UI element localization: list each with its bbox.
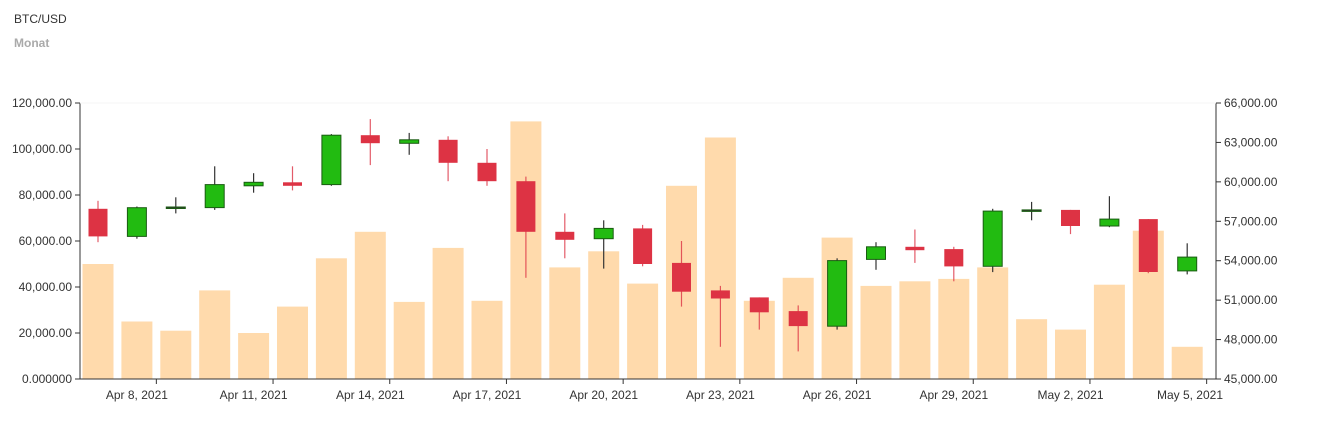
volume-bar — [1016, 319, 1048, 379]
candle-body — [321, 134, 342, 186]
right-tick-label: 45,000.00 — [1224, 372, 1278, 386]
volume-bar — [82, 264, 114, 379]
volume-bar — [860, 285, 892, 379]
right-tick-label: 48,000.00 — [1224, 333, 1278, 347]
volume-bar — [1093, 284, 1125, 379]
candle-body — [1021, 209, 1042, 212]
x-tick-label: Apr 29, 2021 — [919, 388, 988, 402]
volume-bar — [160, 330, 192, 379]
candle-body — [477, 162, 497, 182]
x-tick-label: Apr 23, 2021 — [686, 388, 755, 402]
right-tick-label: 66,000.00 — [1224, 96, 1278, 110]
candle-body — [866, 246, 886, 260]
volume-bar — [199, 290, 231, 379]
x-tick-label: Apr 20, 2021 — [569, 388, 638, 402]
candle-body — [710, 290, 730, 299]
x-tick-label: May 5, 2021 — [1157, 388, 1223, 402]
candle-body — [516, 181, 536, 232]
candle-body — [555, 231, 575, 240]
candle-body — [1177, 256, 1198, 272]
x-tick-label: Apr 8, 2021 — [106, 388, 168, 402]
right-tick-label: 63,000.00 — [1224, 135, 1278, 149]
candle-body — [593, 227, 614, 240]
volume-bar — [549, 267, 581, 379]
candle-body — [982, 210, 1003, 267]
volume-bar — [938, 278, 970, 379]
candle-body — [283, 182, 302, 186]
volume-bar — [393, 301, 425, 379]
candle-body — [243, 181, 264, 187]
candle-body — [204, 184, 225, 209]
left-tick-label: 100,000.00 — [12, 142, 72, 156]
candle-body — [788, 311, 808, 327]
candle-body — [165, 206, 186, 209]
volume-bar — [627, 283, 659, 379]
candle-body — [88, 208, 108, 237]
candle-body — [672, 262, 691, 292]
volume-bar — [121, 321, 153, 379]
chart-title: BTC/USD — [14, 12, 67, 26]
x-tick-label: Apr 11, 2021 — [220, 388, 288, 402]
candle-body — [944, 249, 964, 267]
volume-bar — [588, 251, 620, 379]
volume-bar — [432, 247, 464, 379]
x-tick-label: Apr 17, 2021 — [453, 388, 522, 402]
x-tick-label: Apr 14, 2021 — [336, 388, 405, 402]
left-tick-label: 80,000.00 — [19, 188, 73, 202]
volume-bar — [1055, 329, 1086, 379]
right-tick-label: 60,000.00 — [1224, 175, 1278, 189]
right-tick-label: 51,000.00 — [1224, 293, 1278, 307]
candle-body — [126, 207, 147, 237]
candle-body — [360, 135, 380, 144]
candle-body — [749, 297, 769, 313]
volume-bar — [315, 258, 347, 380]
volume-bar — [354, 231, 386, 379]
chart-subtitle: Monat — [14, 36, 50, 50]
candle-body — [633, 228, 653, 264]
x-tick-label: Apr 26, 2021 — [803, 388, 872, 402]
volume-bar — [277, 306, 308, 379]
right-tick-label: 57,000.00 — [1224, 214, 1278, 228]
axes: 0.000000 20,000.00 40,000.00 60,000.00 80,00… — [12, 96, 1278, 402]
candle-body — [1061, 209, 1080, 226]
candle-body — [1099, 218, 1120, 227]
volume-bar — [899, 281, 931, 380]
candle-body — [827, 260, 848, 327]
volume-bar — [977, 267, 1009, 379]
candle-body — [399, 139, 420, 144]
volume-bar — [471, 300, 503, 379]
left-tick-label: 40,000.00 — [19, 280, 73, 294]
candles — [88, 119, 1198, 352]
left-tick-label: 20,000.00 — [19, 326, 73, 340]
left-tick-label: 60,000.00 — [19, 234, 73, 248]
left-tick-label: 120,000.00 — [12, 96, 72, 110]
right-tick-label: 54,000.00 — [1224, 254, 1278, 268]
volume-bar — [1171, 346, 1203, 379]
volume-bar — [238, 333, 270, 379]
candle-body — [1138, 219, 1158, 272]
candle-body — [905, 246, 925, 251]
candle-body — [438, 139, 458, 163]
left-tick-label: 0.000000 — [22, 372, 72, 386]
x-tick-label: May 2, 2021 — [1037, 388, 1103, 402]
